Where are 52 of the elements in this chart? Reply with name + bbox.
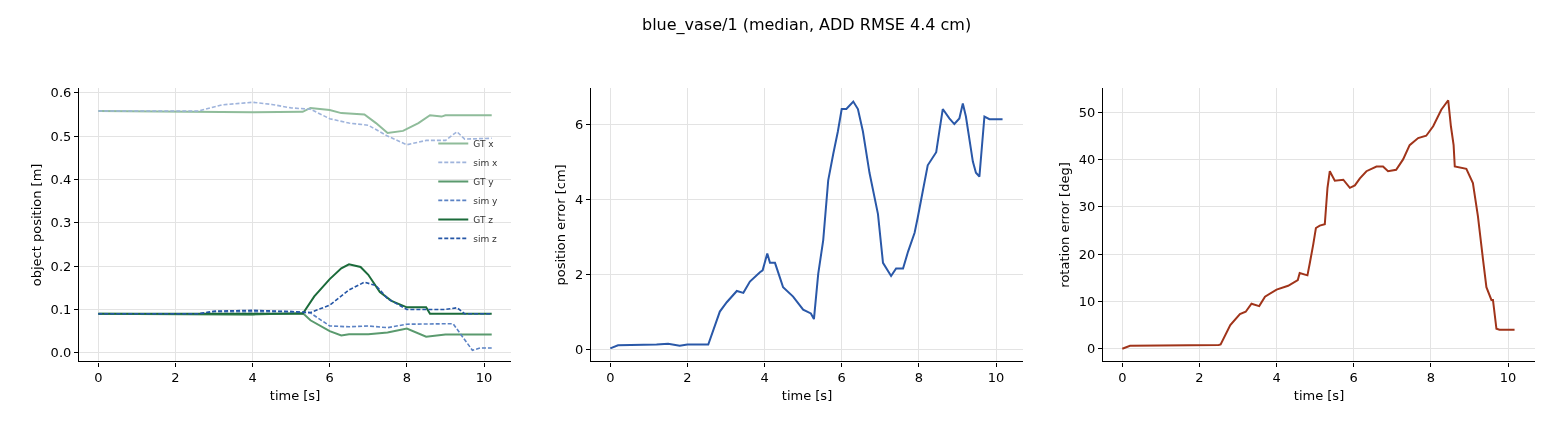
x-tick-label: 4 (760, 370, 769, 386)
y-tick-label: 0.3 (50, 215, 72, 231)
x-tick-label: 0 (94, 370, 103, 386)
legend-label: GT x (473, 138, 495, 149)
y-tick-label: 10 (1078, 293, 1096, 309)
x-tick-label: 10 (987, 370, 1005, 386)
x-tick-label: 0 (606, 370, 615, 386)
legend-label: GT z (473, 214, 494, 225)
x-tick-label: 8 (914, 370, 923, 386)
x-tick-label: 10 (1499, 370, 1517, 386)
chart-title: blue_vase/1 (median, ADD RMSE 4.4 cm) (642, 15, 972, 35)
legend-label: sim z (473, 233, 498, 244)
y-tick-label: 0.6 (50, 85, 72, 101)
x-tick-label: 2 (683, 370, 692, 386)
x-tick-label: 6 (837, 370, 846, 386)
y-axis-title: object position [m] (28, 163, 44, 287)
line-series (1121, 99, 1516, 350)
y-axis-title: rotation error [deg] (1056, 162, 1072, 288)
line-series (97, 101, 493, 146)
y-tick-label: 0.4 (50, 171, 72, 187)
y-tick-label: 0.2 (50, 258, 72, 274)
y-tick-label: 0 (1087, 341, 1096, 357)
y-tick-label: 0.0 (50, 345, 72, 361)
x-tick-label: 6 (325, 370, 334, 386)
x-tick-label: 4 (1272, 370, 1281, 386)
x-tick-label: 4 (248, 370, 257, 386)
x-tick-label: 6 (1349, 370, 1358, 386)
line-series (97, 281, 493, 315)
y-axis-title: position error [cm] (552, 164, 568, 286)
y-tick-label: 4 (575, 191, 584, 207)
x-tick-label: 2 (171, 370, 180, 386)
x-axis-title: time [s] (269, 387, 321, 403)
x-tick-label: 8 (402, 370, 411, 386)
x-axis-title: time [s] (1293, 387, 1345, 403)
y-tick-label: 6 (575, 116, 584, 132)
y-tick-label: 30 (1078, 199, 1096, 215)
x-tick-label: 8 (1426, 370, 1435, 386)
y-tick-label: 0.5 (50, 128, 72, 144)
x-tick-label: 0 (1118, 370, 1127, 386)
x-tick-label: 10 (475, 370, 493, 386)
y-tick-label: 50 (1078, 104, 1096, 120)
y-tick-label: 0.1 (50, 302, 72, 318)
legend-label: GT y (473, 176, 495, 187)
line-series (609, 100, 1004, 350)
x-tick-label: 2 (1195, 370, 1204, 386)
y-tick-label: 0 (575, 341, 584, 357)
y-tick-label: 20 (1078, 246, 1096, 262)
legend-label: sim y (473, 195, 499, 206)
x-axis-title: time [s] (781, 387, 833, 403)
legend-label: sim x (473, 157, 499, 168)
y-tick-label: 2 (575, 266, 584, 282)
y-tick-label: 40 (1078, 151, 1096, 167)
